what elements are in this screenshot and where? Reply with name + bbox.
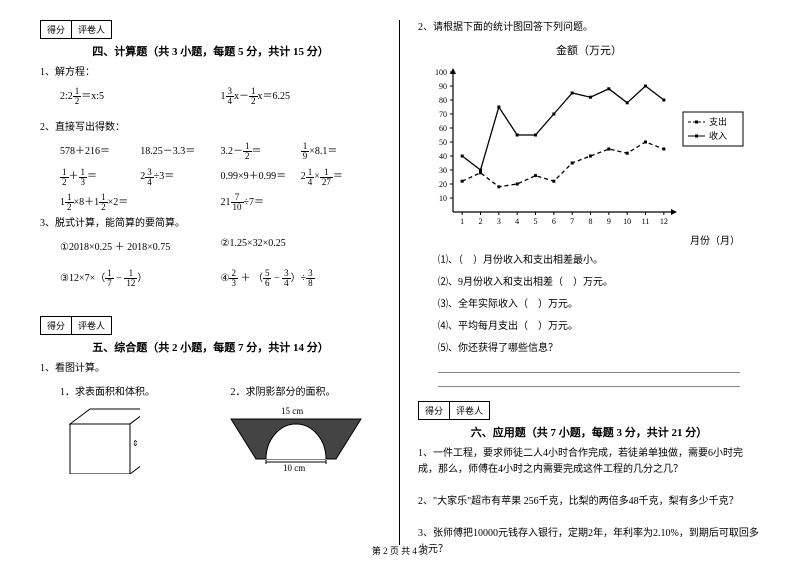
trapezoid-figure: 15 cm 10 cm [221, 404, 371, 474]
svg-text:60: 60 [439, 124, 447, 133]
eq-4-1a: 2:212＝x:5 [60, 87, 221, 106]
calc-1: 578＋216＝ [60, 142, 140, 161]
q4-3-row2: ③12×7×（17 − 112） ④23 ＋ （56 − 34）÷38 [40, 269, 381, 288]
right-column: 2、请根据下面的统计图回答下列问题。 金额（万元） 100 90 80 70 60 50 4… [400, 20, 770, 545]
svg-text:收入: 收入 [709, 130, 727, 141]
score-box: 得分 评卷人 [40, 20, 112, 39]
sub-5: ⑸、你还获得了哪些信息？ [418, 341, 760, 357]
judge-label: 评卷人 [72, 21, 111, 38]
eq-434: ④23 ＋ （56 − 34）÷38 [221, 269, 382, 288]
calc-10: 21710÷7＝ [221, 193, 301, 212]
svg-text:9: 9 [607, 217, 611, 226]
section4-title: 四、计算题（共 3 小题，每题 5 分，共计 15 分） [40, 43, 381, 59]
score-label-2: 得分 [41, 317, 72, 334]
sub-2: ⑵、9月份收入和支出相差（ ）万元。 [418, 275, 760, 291]
calc-7: 0.99×9＋0.99＝ [221, 167, 301, 186]
sub-1: ⑴、（ ）月份收入和支出相差最小。 [418, 253, 760, 269]
calc-2: 18.25－3.3＝ [140, 142, 220, 161]
score-box-2: 得分 评卷人 [40, 316, 112, 335]
svg-text:11: 11 [642, 217, 650, 226]
blank-line-1 [438, 363, 740, 373]
svg-text:80: 80 [439, 96, 447, 105]
svg-text:70: 70 [439, 110, 447, 119]
svg-text:40: 40 [439, 152, 447, 161]
q5-1b: 2．求阴影部分的面积。 15 cm 10 cm [211, 383, 382, 474]
trap-top: 15 cm [281, 406, 303, 416]
svg-text:8: 8 [589, 217, 593, 226]
r-q2-label: 2、请根据下面的统计图回答下列问题。 [418, 20, 760, 36]
svg-text:支出: 支出 [709, 116, 727, 127]
svg-text:1: 1 [460, 217, 464, 226]
svg-text:50: 50 [439, 138, 447, 147]
calc-6: 234÷3＝ [140, 167, 220, 186]
svg-text:5: 5 [534, 217, 538, 226]
calc-5: 12＋13＝ [60, 167, 140, 186]
svg-text:30: 30 [439, 166, 447, 175]
eq-4-1b: 134x－12x＝6.25 [221, 87, 382, 106]
score-box-3: 得分 评卷人 [418, 401, 490, 420]
svg-text:12: 12 [660, 217, 668, 226]
score-label-3: 得分 [419, 402, 450, 419]
blank-line-2 [438, 377, 740, 387]
svg-text:7: 7 [570, 217, 574, 226]
svg-text:2: 2 [479, 217, 483, 226]
q6-1: 1、一件工程，要求师徒二人4小时合作完成，若徒弟单独做，需要6小时完成，那么，师… [418, 446, 760, 478]
q5-1a: 1．求表面积和体积。 ⇕ 3cm 5cm [40, 383, 211, 474]
q5-1-label: 1、看图计算。 [40, 361, 381, 377]
q4-2-label: 2、直接写出得数： [40, 120, 381, 136]
page: 得分 评卷人 四、计算题（共 3 小题，每题 5 分，共计 15 分） 1、解方… [0, 0, 800, 545]
q4-3-label: 3、脱式计算，能简算的要简算。 [40, 216, 381, 232]
q4-2-row1: 578＋216＝ 18.25－3.3＝ 3.2－12＝ 19×8.1＝ [40, 142, 381, 161]
chart-subquestions: ⑴、（ ）月份收入和支出相差最小。 ⑵、9月份收入和支出相差（ ）万元。 ⑶、全… [418, 253, 760, 387]
score-label: 得分 [41, 21, 72, 38]
line-chart: 100908070605040302010123456789101112支出收入 [418, 62, 758, 232]
left-column: 得分 评卷人 四、计算题（共 3 小题，每题 5 分，共计 15 分） 1、解方… [30, 20, 400, 545]
calc-9: 112×8＋112×2＝ [60, 193, 221, 212]
svg-text:3: 3 [497, 217, 501, 226]
calc-3: 3.2－12＝ [221, 142, 301, 161]
sub-4: ⑷、平均每月支出（ ）万元。 [418, 319, 760, 335]
chart-title: 金额（万元） [418, 42, 760, 58]
q4-1-label: 1、解方程： [40, 65, 381, 81]
q4-1-row: 2:212＝x:5 134x－12x＝6.25 [40, 87, 381, 106]
eq-432: ②1.25×32×0.25 [221, 238, 382, 253]
cube-figure: ⇕ 3cm 5cm [60, 404, 140, 474]
trap-bottom: 10 cm [283, 463, 305, 473]
judge-label-2: 评卷人 [72, 317, 111, 334]
q6-2: 2、"大家乐"超市有苹果 256千克，比梨的两倍多48千克，梨有多少千克？ [418, 494, 760, 510]
judge-label-3: 评卷人 [450, 402, 489, 419]
section5-title: 五、综合题（共 2 小题，每题 7 分，共计 14 分） [40, 339, 381, 355]
q5-1-row: 1．求表面积和体积。 ⇕ 3cm 5cm 2．求阴影部分的面积。 15 cm [40, 383, 381, 474]
calc-8: 214×127＝ [301, 167, 381, 186]
q4-2-row2: 12＋13＝ 234÷3＝ 0.99×9＋0.99＝ 214×127＝ [40, 167, 381, 186]
eq-431: ①2018×0.25 ＋ 2018×0.75 [60, 238, 221, 253]
q5-1b-text: 2．求阴影部分的面积。 [211, 383, 382, 398]
q5-1a-text: 1．求表面积和体积。 [40, 383, 211, 398]
q4-2-row3: 112×8＋112×2＝ 21710÷7＝ [40, 193, 381, 212]
svg-text:4: 4 [515, 217, 519, 226]
q4-3-row1: ①2018×0.25 ＋ 2018×0.75 ②1.25×32×0.25 [40, 238, 381, 253]
calc-4: 19×8.1＝ [301, 142, 381, 161]
svg-text:20: 20 [439, 180, 447, 189]
svg-text:⇕: ⇕ [132, 439, 139, 448]
svg-text:10: 10 [623, 217, 631, 226]
page-footer: 第 2 页 共 4 页 [0, 544, 800, 557]
svg-text:6: 6 [552, 217, 556, 226]
svg-text:10: 10 [439, 194, 447, 203]
x-axis-label: 月份（月） [418, 232, 760, 247]
section6-title: 六、应用题（共 7 小题，每题 3 分，共计 21 分） [418, 424, 760, 440]
svg-text:90: 90 [439, 82, 447, 91]
sub-3: ⑶、全年实际收入（ ）万元。 [418, 297, 760, 313]
svg-text:100: 100 [435, 68, 447, 77]
eq-433: ③12×7×（17 − 112） [60, 269, 221, 288]
